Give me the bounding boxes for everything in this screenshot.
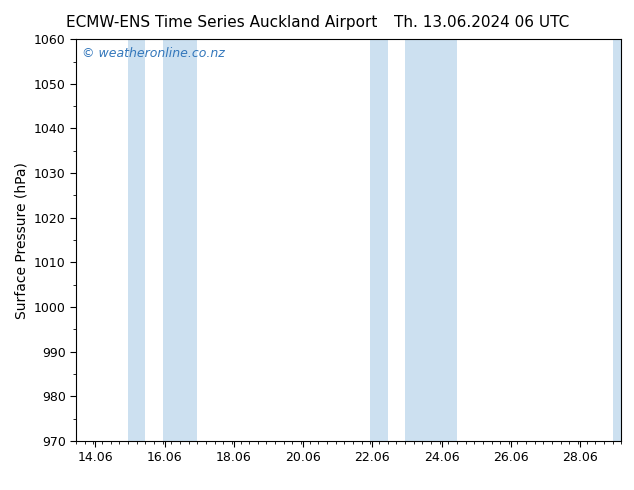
Text: ECMW-ENS Time Series Auckland Airport: ECMW-ENS Time Series Auckland Airport [66, 15, 378, 30]
Bar [405, 39, 457, 441]
Bar [370, 39, 387, 441]
Text: Th. 13.06.2024 06 UTC: Th. 13.06.2024 06 UTC [394, 15, 569, 30]
Y-axis label: Surface Pressure (hPa): Surface Pressure (hPa) [14, 162, 29, 318]
Text: © weatheronline.co.nz: © weatheronline.co.nz [82, 47, 224, 60]
Bar [163, 39, 197, 441]
Bar [612, 39, 621, 441]
Bar [128, 39, 145, 441]
